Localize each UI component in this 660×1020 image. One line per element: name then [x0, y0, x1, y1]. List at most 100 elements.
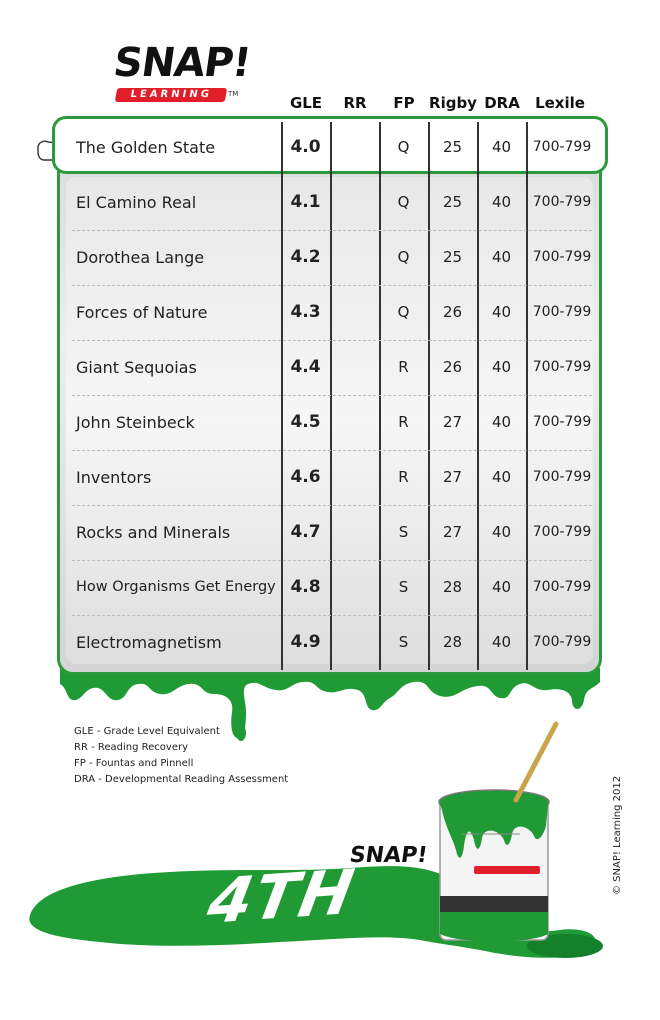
row-rigby: 25 [442, 193, 463, 211]
row-rr [330, 505, 379, 560]
legend-item: DRA - Developmental Reading Assessment [74, 774, 289, 785]
row-divider [72, 505, 592, 506]
row-fp: R [398, 413, 409, 431]
row-rr [330, 560, 379, 615]
abbreviation-legend: GLE - Grade Level Equivalent RR - Readin… [74, 724, 288, 788]
row-lexile: 700-799 [532, 469, 592, 485]
row-divider [72, 285, 592, 286]
row-fp: Q [397, 303, 410, 321]
row-gle: 4.7 [290, 522, 321, 542]
row-gle: 4.1 [290, 192, 321, 212]
header-lexile: Lexile [535, 94, 585, 112]
row-title: How Organisms Get Energy [76, 579, 276, 595]
row-fp: Q [397, 138, 410, 156]
row-gle: 4.9 [290, 632, 321, 652]
paint-can-icon: SNAP! [348, 721, 559, 942]
row-rigby: 25 [442, 138, 463, 156]
row-lexile: 700-799 [532, 634, 592, 650]
row-fp: R [398, 468, 409, 486]
header-rr: RR [343, 94, 367, 112]
row-gle: 4.6 [290, 467, 321, 487]
legend-item: FP - Fountas and Pinnell [74, 758, 194, 769]
row-title: El Camino Real [76, 193, 197, 212]
row-lexile: 700-799 [532, 524, 592, 540]
row-fp: S [398, 523, 409, 541]
row-rr [330, 615, 379, 670]
row-rigby: 27 [442, 468, 463, 486]
row-divider [72, 340, 592, 341]
snap-learning-logo: SNAP! LEARNING TM [88, 38, 253, 110]
copyright-notice: © SNAP! Learning 2012 [612, 775, 623, 895]
row-rr [330, 230, 379, 285]
column-divider [428, 122, 430, 670]
reading-level-table [57, 120, 602, 675]
row-rigby: 27 [442, 523, 463, 541]
row-divider [72, 450, 592, 451]
row-rr [330, 450, 379, 505]
row-divider [72, 395, 592, 396]
row-fp: S [398, 633, 409, 651]
row-rigby: 26 [442, 358, 463, 376]
row-dra: 40 [491, 633, 512, 651]
row-lexile: 700-799 [532, 414, 592, 430]
row-title: Inventors [76, 468, 152, 487]
row-title: Electromagnetism [76, 633, 222, 652]
row-rigby: 28 [442, 578, 463, 596]
svg-text:SNAP!: SNAP! [348, 842, 429, 868]
logo-trademark: TM [228, 90, 239, 98]
row-rr [330, 285, 379, 340]
column-divider [526, 122, 528, 670]
row-fp: Q [397, 193, 410, 211]
row-dra: 40 [491, 468, 512, 486]
row-fp: S [398, 578, 409, 596]
legend-item: GLE - Grade Level Equivalent [74, 726, 220, 737]
column-divider [379, 122, 381, 670]
row-dra: 40 [491, 193, 512, 211]
row-lexile: 700-799 [532, 249, 592, 265]
row-lexile: 700-799 [532, 194, 592, 210]
row-lexile: 700-799 [532, 359, 592, 375]
row-gle: 4.0 [290, 137, 321, 157]
row-title: Rocks and Minerals [76, 523, 231, 542]
row-rigby: 25 [442, 248, 463, 266]
row-divider [72, 230, 592, 231]
column-divider [477, 122, 479, 670]
row-dra: 40 [491, 248, 512, 266]
row-rr [330, 340, 379, 395]
row-lexile: 700-799 [532, 304, 592, 320]
row-rr [330, 395, 379, 450]
header-rigby: Rigby [429, 94, 477, 112]
row-rr [330, 175, 379, 230]
row-title: Giant Sequoias [76, 358, 197, 377]
row-divider [72, 615, 592, 616]
row-rr [330, 120, 379, 175]
logo-subtitle: LEARNING [114, 88, 228, 102]
row-dra: 40 [491, 413, 512, 431]
header-gle: GLE [289, 94, 323, 112]
row-rigby: 28 [442, 633, 463, 651]
row-lexile: 700-799 [532, 579, 592, 595]
row-rigby: 27 [442, 413, 463, 431]
legend-item: RR - Reading Recovery [74, 742, 188, 753]
paint-drips [60, 668, 600, 738]
row-title: Dorothea Lange [76, 248, 205, 267]
row-title: The Golden State [76, 138, 216, 157]
row-fp: Q [397, 248, 410, 266]
row-gle: 4.5 [290, 412, 321, 432]
header-dra: DRA [484, 94, 520, 112]
row-title: Forces of Nature [76, 303, 208, 322]
row-gle: 4.4 [290, 357, 321, 377]
row-gle: 4.2 [290, 247, 321, 267]
row-dra: 40 [491, 138, 512, 156]
row-dra: 40 [491, 303, 512, 321]
row-fp: R [398, 358, 409, 376]
row-gle: 4.3 [290, 302, 321, 322]
row-rigby: 26 [442, 303, 463, 321]
row-dra: 40 [491, 523, 512, 541]
row-lexile: 700-799 [532, 139, 592, 155]
grade-label: 4TH [202, 855, 361, 938]
row-gle: 4.8 [290, 577, 321, 597]
column-divider [330, 122, 332, 670]
row-dra: 40 [491, 578, 512, 596]
column-divider [281, 122, 283, 670]
